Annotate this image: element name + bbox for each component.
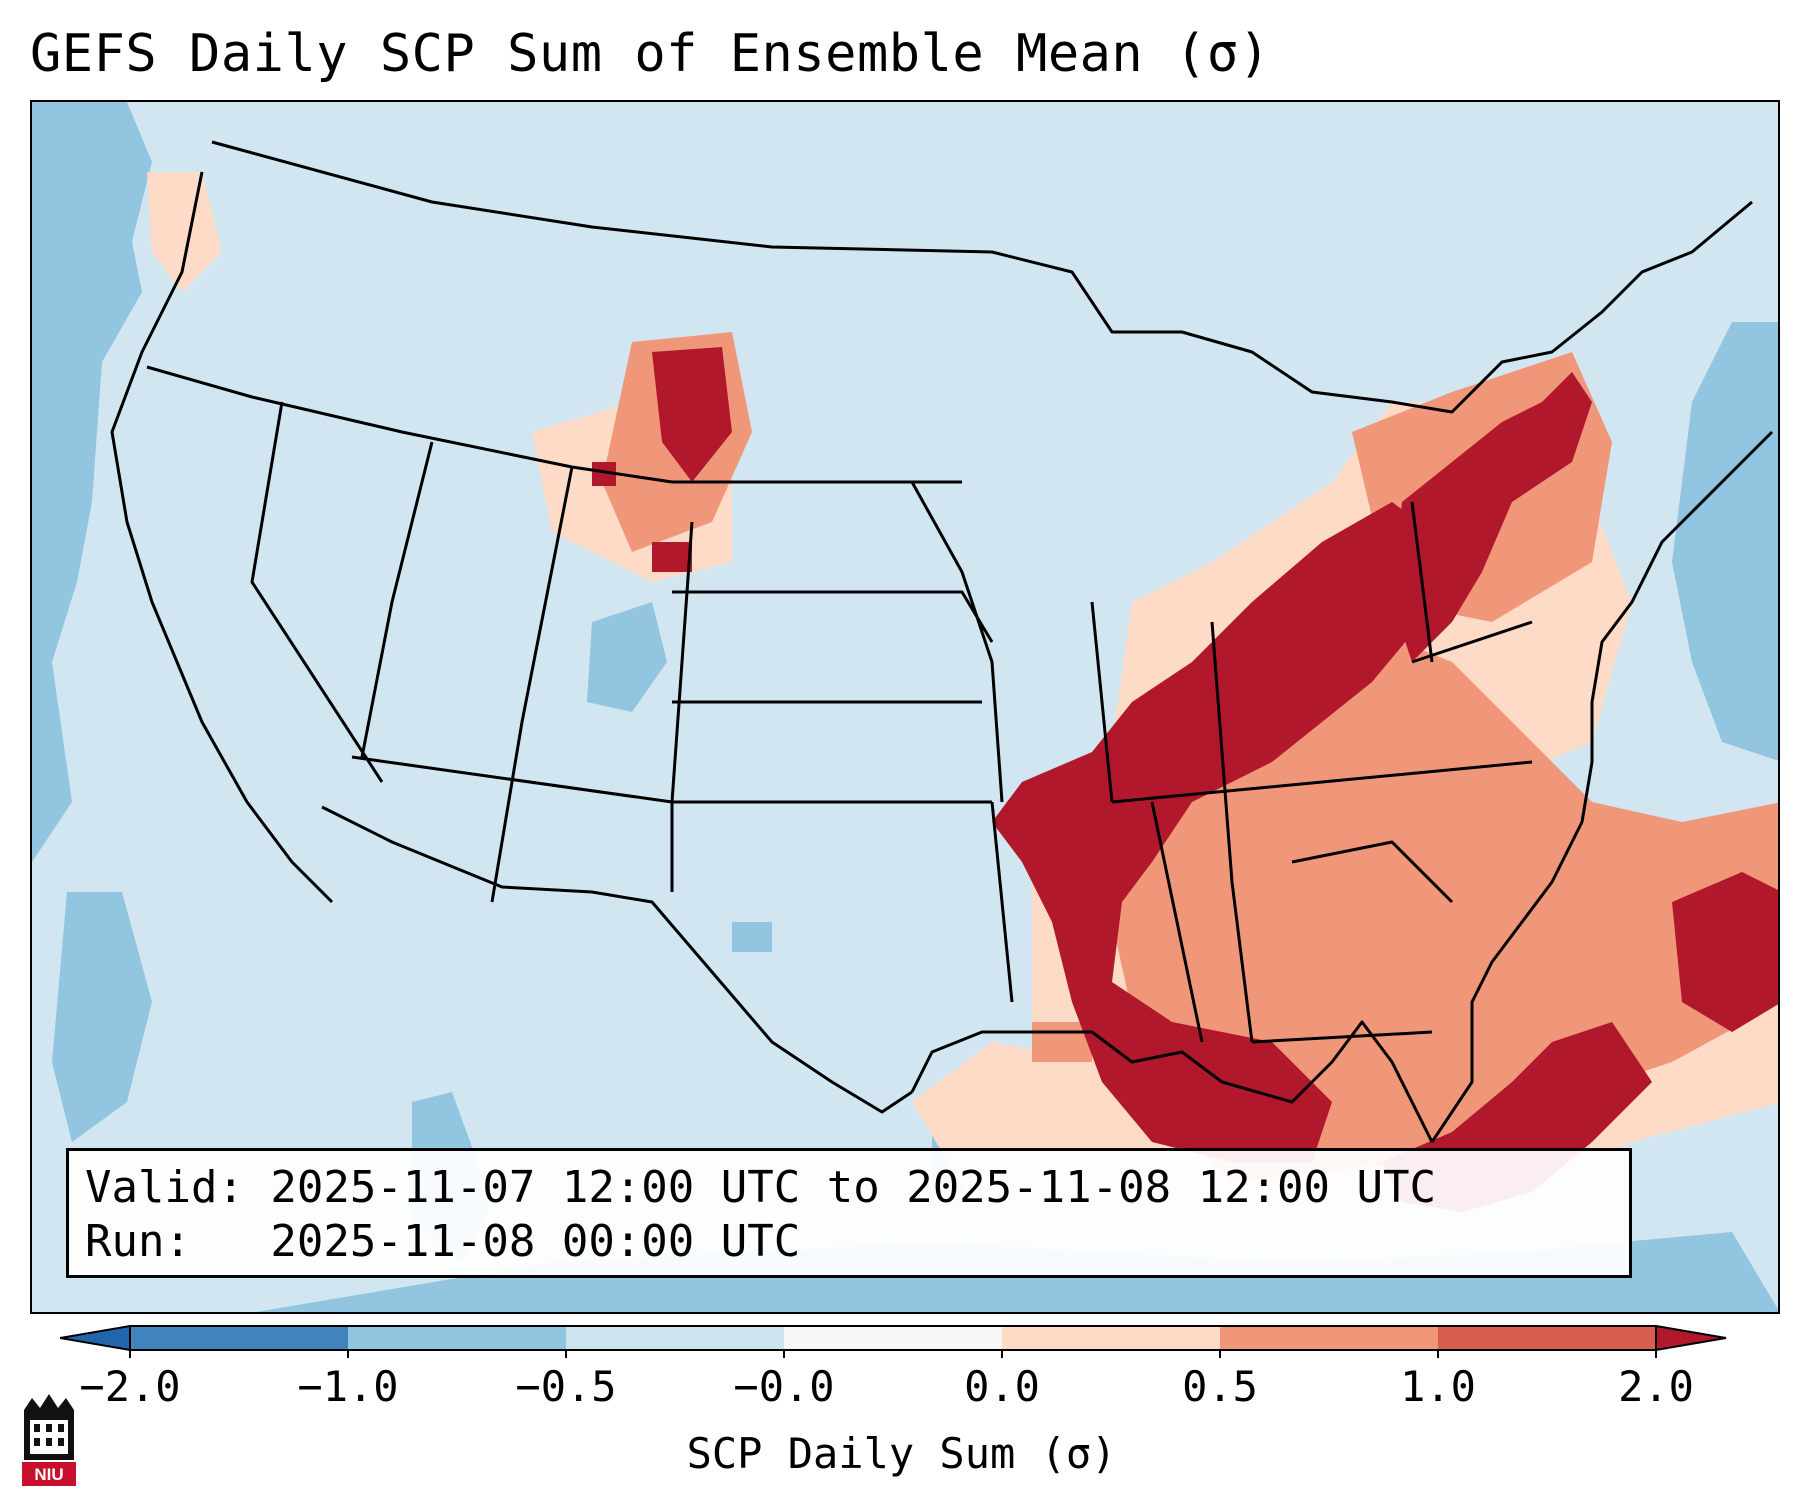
- nebraska-strong-cell: [652, 542, 692, 572]
- west-coast: [110, 171, 334, 904]
- montana-strong-region: [652, 347, 732, 482]
- colorbar-segment: [348, 1326, 566, 1350]
- state-lines-east: [1090, 501, 1533, 1044]
- map-canvas: [32, 102, 1778, 1312]
- colorbar-segment: [1002, 1326, 1220, 1350]
- pacific-south-negative-region: [52, 892, 152, 1142]
- colorado-negative-region: [587, 602, 667, 712]
- colorbar: [60, 1324, 1727, 1358]
- washington-light-region: [147, 172, 222, 292]
- colorbar-tick-label: 0.5: [1182, 1362, 1258, 1411]
- colorbar-outline: [129, 1325, 1657, 1351]
- colorbar-tick-label: 1.0: [1400, 1362, 1476, 1411]
- colorbar-tick-label: 2.0: [1618, 1362, 1694, 1411]
- arkansas-strong-region: [1042, 762, 1162, 822]
- pacific-negative-region: [32, 102, 152, 862]
- east-coast: [1430, 430, 1774, 1143]
- niu-logo-icon: NIU: [22, 1394, 76, 1486]
- gulf-medium-cell: [1032, 1022, 1092, 1062]
- svg-text:NIU: NIU: [34, 1465, 63, 1484]
- valid-time-text: Valid: 2025-11-07 12:00 UTC to 2025-11-0…: [85, 1162, 1437, 1213]
- texas-negative-cell: [732, 922, 772, 952]
- positive-anomaly-strong-regions: [592, 347, 1778, 1212]
- mexico-border: [321, 805, 913, 1114]
- colorbar-tick-label: −2.0: [79, 1362, 181, 1411]
- run-time-text: Run: 2025-11-08 00:00 UTC: [85, 1216, 801, 1267]
- colorbar-label: SCP Daily Sum (σ): [686, 1429, 1117, 1478]
- colorbar-tick-label: −0.0: [733, 1362, 835, 1411]
- colorbar-segment: [784, 1326, 1002, 1350]
- tennessee-valley-strong-region: [992, 502, 1432, 1162]
- chart-title: GEFS Daily SCP Sum of Ensemble Mean (σ): [30, 24, 1271, 84]
- colorbar-segment: [566, 1326, 784, 1350]
- map-panel: [30, 100, 1780, 1314]
- validity-info-box: Valid: 2025-11-07 12:00 UTC to 2025-11-0…: [66, 1148, 1632, 1278]
- state-lines-central: [672, 480, 1014, 1003]
- canada-border: [211, 140, 1753, 414]
- colorbar-extend-low: [60, 1324, 131, 1352]
- colorbar-tick-label: −1.0: [297, 1362, 399, 1411]
- atlantic-negative-region: [1672, 322, 1778, 761]
- colorbar-segment: [130, 1326, 348, 1350]
- niu-logo: NIU: [18, 1390, 80, 1494]
- colorbar-extend-high: [1655, 1324, 1727, 1352]
- gulf-coast: [910, 1020, 1434, 1143]
- atlantic-strong-region: [1672, 872, 1778, 1032]
- colorbar-tick-label: 0.0: [964, 1362, 1040, 1411]
- appalachian-strong-region: [1392, 372, 1592, 662]
- political-boundaries: [110, 140, 1774, 1143]
- colorbar-segment: [1438, 1326, 1656, 1350]
- colorbar-tick-label: −0.5: [515, 1362, 617, 1411]
- state-lines-west: [146, 365, 992, 903]
- colorbar-segment: [1220, 1326, 1438, 1350]
